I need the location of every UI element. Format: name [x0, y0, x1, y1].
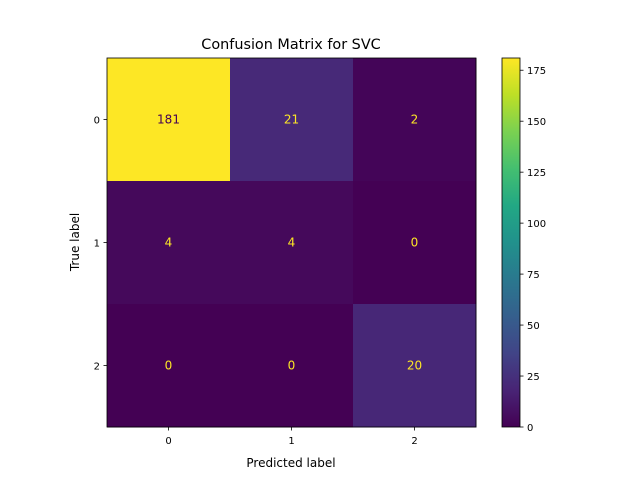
- colorbar: [501, 57, 521, 428]
- y-axis-label: True label: [68, 213, 82, 272]
- cell-value-label: 0: [411, 236, 419, 250]
- colorbar-tick-label: 175: [527, 66, 546, 77]
- cell-value-label: 4: [288, 236, 296, 250]
- matrix-cell: [107, 181, 231, 305]
- matrix-cell: [353, 304, 477, 428]
- matrix-cell: [230, 58, 354, 182]
- cell-value-label: 2: [411, 113, 419, 127]
- matrix-cell: [353, 58, 477, 182]
- x-tick-label: 1: [288, 436, 294, 447]
- colorbar-tick-label: 150: [527, 117, 546, 128]
- x-tick-label: 0: [165, 436, 171, 447]
- y-tick-label: 0: [94, 116, 100, 127]
- matrix-cell-labels: 181 21 2 4 4 0 0 0 20: [157, 113, 422, 373]
- colorbar-tick-label: 50: [527, 321, 540, 332]
- y-tick-label: 2: [94, 362, 100, 373]
- x-axis-ticks: 0 1 2: [165, 427, 418, 447]
- colorbar-tick-label: 100: [527, 219, 546, 230]
- x-tick-label: 2: [411, 436, 417, 447]
- cell-value-label: 0: [165, 359, 173, 373]
- cell-value-label: 21: [284, 113, 299, 127]
- x-axis-label: Predicted label: [246, 456, 335, 470]
- cell-value-label: 181: [157, 113, 180, 127]
- matrix-cell: [353, 181, 477, 305]
- matrix-cell: [107, 58, 231, 182]
- chart-title: Confusion Matrix for SVC: [201, 37, 380, 53]
- colorbar-tick-label: 75: [527, 270, 540, 281]
- colorbar-tick-label: 125: [527, 168, 546, 179]
- cell-value-label: 4: [165, 236, 173, 250]
- y-axis-ticks: 0 1 2: [94, 116, 107, 373]
- matrix-cells: [107, 58, 477, 428]
- matrix-cell: [230, 304, 354, 428]
- colorbar-tick-label: 0: [527, 423, 533, 434]
- matrix-cell: [230, 181, 354, 305]
- y-tick-label: 1: [94, 239, 100, 250]
- cell-value-label: 20: [407, 359, 422, 373]
- matrix-cell: [107, 304, 231, 428]
- cell-value-label: 0: [288, 359, 296, 373]
- colorbar-tick-label: 25: [527, 372, 540, 383]
- colorbar-ticks: 0 25 50 75 100 125 150 175: [520, 66, 546, 434]
